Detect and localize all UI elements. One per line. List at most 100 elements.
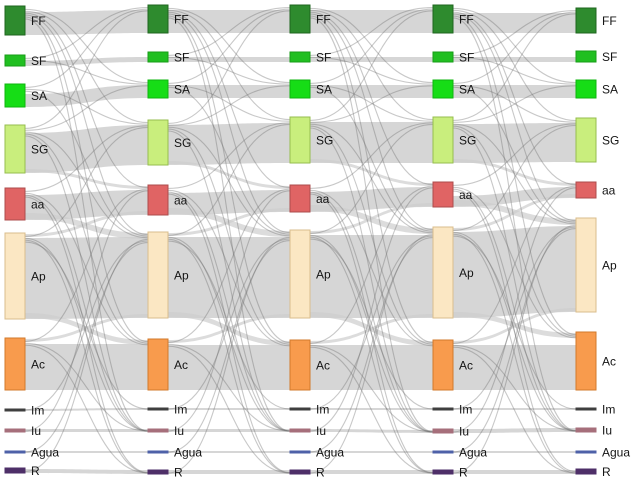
node-SG-col5[interactable] xyxy=(575,117,597,163)
node-R-col3[interactable] xyxy=(289,469,311,475)
node-Iu-col5[interactable] xyxy=(575,427,597,433)
node-Ap-col4[interactable] xyxy=(432,226,454,319)
flow-SG-Iu-gap4 xyxy=(452,127,577,432)
node-SF-col3[interactable] xyxy=(289,51,311,63)
node-Ap-col1[interactable] xyxy=(4,232,26,320)
flow-Ac-R-gap1 xyxy=(24,344,149,474)
node-aa-col4[interactable] xyxy=(432,181,454,208)
node-Ap-col3[interactable] xyxy=(289,229,311,319)
flow-Iu-aa-gap3 xyxy=(309,187,434,432)
flow-Agua-Ap-gap3 xyxy=(309,237,434,453)
node-R-col4[interactable] xyxy=(432,469,454,475)
node-SG-col3[interactable] xyxy=(289,116,311,164)
node-FF-col1[interactable] xyxy=(4,5,26,36)
flow-Iu-Iu-gap1 xyxy=(25,429,148,432)
flow-Ap-Ap-gap1 xyxy=(25,237,148,319)
node-SA-col1[interactable] xyxy=(4,83,26,108)
flow-SG-SG-gap1 xyxy=(25,125,148,173)
flow-Ap-Ap-gap2 xyxy=(168,237,290,318)
flow-Iu-aa-gap2 xyxy=(167,190,291,432)
node-SG-col4[interactable] xyxy=(432,116,454,164)
flow-SA-SA-gap2 xyxy=(168,85,290,98)
node-label-R-col2: R xyxy=(174,466,183,480)
node-label-Iu-col1: Iu xyxy=(31,424,41,438)
node-Im-col1[interactable] xyxy=(4,408,26,412)
node-aa-col3[interactable] xyxy=(289,184,311,213)
flow-FF-Iu-gap2 xyxy=(167,17,291,432)
flow-FF-aa-gap4 xyxy=(452,11,577,186)
node-Im-col3[interactable] xyxy=(289,407,311,411)
node-Ac-col1[interactable] xyxy=(4,337,26,391)
node-label-Ac-col5: Ac xyxy=(602,355,616,369)
node-Iu-col2[interactable] xyxy=(147,428,169,433)
node-R-col1[interactable] xyxy=(4,467,26,474)
node-SG-col2[interactable] xyxy=(147,119,169,166)
node-Iu-col1[interactable] xyxy=(4,428,26,433)
node-aa-col2[interactable] xyxy=(147,184,169,216)
flow-Ac-Iu-gap3 xyxy=(309,344,434,433)
node-SF-col2[interactable] xyxy=(147,51,169,63)
node-Ap-col2[interactable] xyxy=(147,231,169,319)
node-R-col5[interactable] xyxy=(575,468,597,475)
node-Ac-col2[interactable] xyxy=(147,338,169,391)
flow-FF-FF-gap2 xyxy=(168,10,290,33)
node-SA-col5[interactable] xyxy=(575,79,597,99)
flow-SF-SF-gap4 xyxy=(453,57,576,62)
flow-Ap-Im-gap1 xyxy=(24,241,149,410)
node-Ap-col5[interactable] xyxy=(575,217,597,313)
node-Agua-col3[interactable] xyxy=(289,450,311,454)
node-label-Ap-col3: Ap xyxy=(316,268,331,282)
flow-FF-Ac-gap1 xyxy=(24,16,149,343)
node-Agua-col4[interactable] xyxy=(432,450,454,454)
flow-FF-Ap-gap3 xyxy=(309,13,434,231)
node-label-Ap-col5: Ap xyxy=(602,259,617,273)
flow-SG-Iu-gap1 xyxy=(24,135,149,432)
node-SG-col1[interactable] xyxy=(4,124,26,174)
flow-Ap-Im-gap4 xyxy=(452,235,577,410)
node-FF-col4[interactable] xyxy=(432,4,454,34)
node-Agua-col5[interactable] xyxy=(575,450,597,454)
node-aa-col1[interactable] xyxy=(4,187,26,221)
flow-Iu-aa-gap1 xyxy=(24,190,149,432)
flow-FF-Ac-gap3 xyxy=(309,15,434,344)
flow-FF-SG-gap3 xyxy=(309,9,434,121)
flow-SG-aa-gap4 xyxy=(453,159,576,186)
node-SF-col5[interactable] xyxy=(575,50,597,63)
flow-SF-SF-gap1 xyxy=(25,57,148,66)
node-Iu-col4[interactable] xyxy=(432,428,454,434)
node-aa-col5[interactable] xyxy=(575,181,597,199)
node-FF-col3[interactable] xyxy=(289,4,311,34)
node-Ac-col3[interactable] xyxy=(289,339,311,391)
node-Im-col4[interactable] xyxy=(432,407,454,411)
node-label-SA-col5: SA xyxy=(602,83,618,97)
node-SF-col4[interactable] xyxy=(432,51,454,63)
node-SF-col1[interactable] xyxy=(4,54,26,67)
flow-SG-FF-gap3 xyxy=(309,10,434,121)
flow-FF-SA-gap4 xyxy=(452,7,577,84)
flow-Ac-aa-gap2 xyxy=(167,188,291,343)
node-label-Im-col3: Im xyxy=(316,403,329,417)
node-R-col2[interactable] xyxy=(147,469,169,475)
node-label-Im-col4: Im xyxy=(459,403,472,417)
node-Iu-col3[interactable] xyxy=(289,428,311,433)
flow-Ac-Ap-gap2 xyxy=(168,314,290,343)
node-label-aa-col2: aa xyxy=(174,194,188,208)
node-SA-col3[interactable] xyxy=(289,79,311,99)
node-Ac-col5[interactable] xyxy=(575,331,597,391)
node-Agua-col1[interactable] xyxy=(4,450,26,454)
flow-Iu-aa-gap4 xyxy=(452,187,577,433)
node-Agua-col2[interactable] xyxy=(147,450,169,454)
node-Ac-col4[interactable] xyxy=(432,339,454,391)
node-SA-col4[interactable] xyxy=(432,79,454,99)
node-FF-col5[interactable] xyxy=(575,7,597,34)
flow-Ap-aa-gap2 xyxy=(168,208,290,236)
flow-aa-SG-gap3 xyxy=(309,122,434,189)
node-FF-col2[interactable] xyxy=(147,4,169,34)
node-SA-col2[interactable] xyxy=(147,79,169,99)
flow-Im-Im-gap2 xyxy=(168,408,290,410)
node-Im-col2[interactable] xyxy=(147,407,169,411)
flow-SG-Ac-gap3 xyxy=(309,125,434,345)
flow-SG-aa-gap3 xyxy=(310,159,433,186)
node-Im-col5[interactable] xyxy=(575,407,597,411)
flow-SG-Ac-gap4 xyxy=(452,125,577,337)
